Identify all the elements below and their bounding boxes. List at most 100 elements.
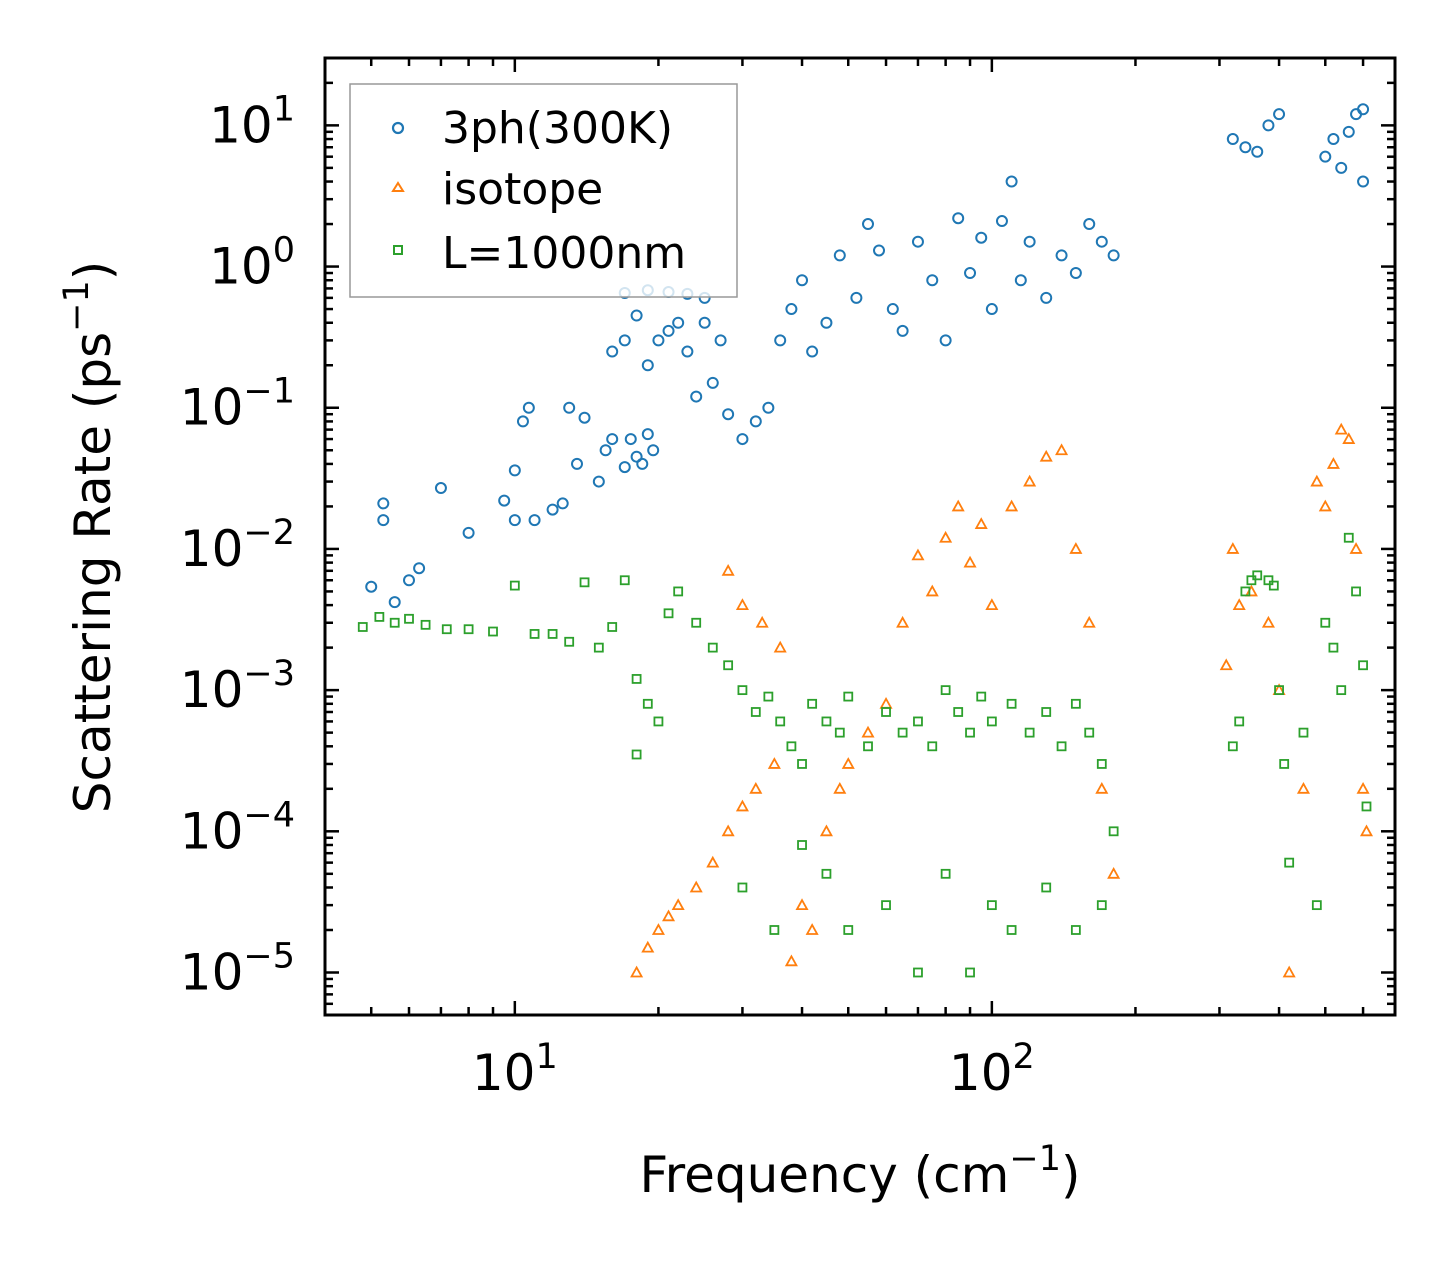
y-tick-label: 10−2 — [180, 513, 295, 578]
legend-box — [349, 83, 738, 298]
point-3ph300k — [796, 274, 809, 287]
point-isotope — [735, 799, 749, 812]
point-l1000nm — [821, 716, 832, 727]
point-l1000nm — [1096, 900, 1107, 911]
point-3ph300k — [1327, 133, 1340, 146]
point-isotope — [974, 517, 988, 529]
point-isotope — [735, 598, 749, 611]
point-3ph300k — [1005, 175, 1018, 188]
point-l1000nm — [1279, 759, 1290, 769]
point-isotope — [1310, 474, 1324, 487]
y-tick-label: 10−3 — [180, 654, 295, 719]
point-3ph300k — [1107, 249, 1120, 262]
point-isotope — [1082, 615, 1096, 628]
point-3ph300k — [563, 401, 576, 414]
point-l1000nm — [663, 608, 674, 619]
point-isotope — [1349, 542, 1363, 554]
point-3ph300k — [528, 514, 541, 527]
legend: 3ph(300K) isotope L=1000nm — [349, 83, 738, 298]
point-l1000nm — [1056, 741, 1067, 752]
point-3ph300k — [1055, 249, 1068, 262]
point-l1000nm — [881, 707, 891, 717]
point-l1000nm — [737, 882, 748, 893]
point-isotope — [1095, 781, 1109, 794]
point-isotope — [1226, 542, 1240, 554]
point-3ph300k — [556, 497, 569, 510]
y-axis-title: Scattering Rate (ps−1) — [57, 261, 122, 814]
y-tick-label: 10−4 — [180, 795, 295, 860]
point-isotope — [795, 898, 809, 911]
point-l1000nm — [986, 900, 997, 911]
point-3ph300k — [630, 309, 643, 322]
point-l1000nm — [1070, 698, 1081, 709]
point-3ph300k — [722, 408, 735, 421]
point-3ph300k — [774, 334, 787, 347]
point-l1000nm — [1006, 698, 1017, 709]
point-l1000nm — [1328, 642, 1339, 653]
point-l1000nm — [547, 629, 558, 639]
point-l1000nm — [1358, 660, 1368, 671]
point-isotope — [767, 757, 781, 769]
point-l1000nm — [1274, 685, 1284, 696]
point-l1000nm — [1268, 580, 1279, 591]
point-3ph300k — [985, 303, 998, 316]
point-3ph300k — [606, 433, 619, 446]
point-l1000nm — [913, 716, 923, 727]
point-3ph300k — [806, 345, 819, 358]
point-l1000nm — [642, 698, 653, 709]
point-l1000nm — [881, 900, 891, 911]
point-3ph300k — [1069, 267, 1082, 280]
point-l1000nm — [593, 642, 604, 653]
point-isotope — [833, 781, 847, 794]
point-3ph300k — [690, 390, 703, 403]
point-isotope — [939, 530, 953, 543]
point-l1000nm — [1263, 575, 1274, 586]
point-3ph300k — [662, 324, 675, 337]
point-3ph300k — [462, 526, 475, 539]
point-isotope — [1039, 449, 1053, 462]
point-isotope — [985, 598, 999, 611]
point-3ph300k — [377, 514, 390, 527]
point-l1000nm — [1336, 685, 1347, 696]
point-l1000nm — [509, 580, 520, 591]
point-l1000nm — [863, 741, 873, 752]
point-3ph300k — [388, 596, 401, 609]
point-3ph300k — [508, 514, 521, 527]
point-l1000nm — [653, 716, 664, 727]
point-l1000nm — [374, 612, 385, 622]
point-3ph300k — [862, 218, 875, 231]
point-isotope — [1023, 474, 1037, 487]
point-l1000nm — [707, 642, 718, 653]
y-tick-label: 10−1 — [180, 372, 295, 437]
point-3ph300k — [785, 303, 798, 316]
legend-label-3ph: 3ph(300K) — [442, 103, 673, 154]
point-3ph300k — [749, 415, 762, 428]
y-tick-label: 100 — [209, 231, 295, 296]
point-l1000nm — [843, 925, 854, 935]
point-l1000nm — [769, 925, 780, 935]
point-l1000nm — [1070, 925, 1081, 935]
y-tick-label: 101 — [209, 89, 295, 154]
point-isotope — [805, 923, 819, 935]
point-l1000nm — [843, 691, 854, 702]
point-3ph300k — [522, 401, 535, 414]
point-isotope — [1359, 824, 1374, 837]
point-3ph300k — [618, 334, 631, 347]
point-3ph300k — [714, 334, 727, 347]
point-l1000nm — [1041, 707, 1052, 717]
point-isotope — [951, 499, 965, 512]
point-3ph300k — [911, 235, 924, 248]
point-l1000nm — [691, 617, 702, 628]
point-l1000nm — [797, 840, 807, 850]
point-l1000nm — [673, 586, 684, 597]
axis-ticks: 101 102 101 100 10−1 10−2 10−3 10−4 10−5 — [180, 56, 1397, 1102]
point-3ph300k — [1251, 145, 1264, 158]
point-l1000nm — [1041, 882, 1052, 893]
point-l1000nm — [965, 727, 975, 738]
point-l1000nm — [737, 685, 748, 696]
point-l1000nm — [441, 624, 452, 635]
point-l1000nm — [786, 741, 797, 752]
point-3ph300k — [1095, 235, 1108, 248]
point-3ph300k — [1023, 235, 1036, 248]
